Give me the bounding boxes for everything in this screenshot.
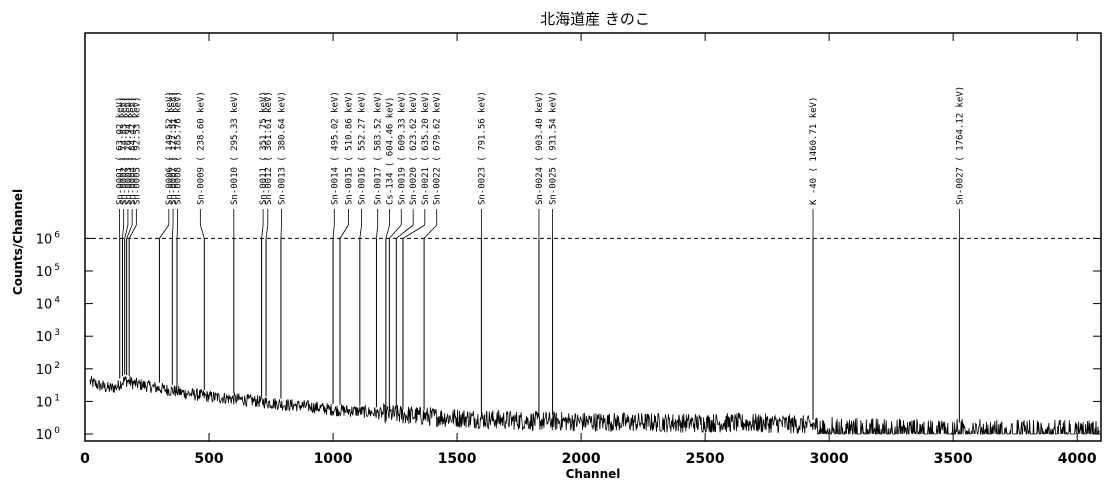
peak-label: Sn-0004 ( 84.42 keV) xyxy=(128,97,138,205)
peak-leader xyxy=(265,224,269,239)
x-tick-label: 3000 xyxy=(810,451,849,467)
peak-leader xyxy=(122,224,125,239)
y-tick-label: 10 4 xyxy=(36,296,61,313)
peak-label: Sn-0020 ( 623.62 keV) xyxy=(409,91,419,205)
y-tick-label: 10 1 xyxy=(36,393,60,410)
peak-leader xyxy=(171,224,174,239)
peak-leader xyxy=(128,224,137,239)
y-axis-label: Counts/Channel xyxy=(11,189,25,295)
peak-label: K -40 ( 1460.71 keV) xyxy=(809,97,819,205)
peak-label: Sn-0016 ( 552.27 keV) xyxy=(358,91,368,205)
peak-leader xyxy=(389,224,402,239)
peak-leader xyxy=(339,224,349,239)
peak-label: Sn-0017 ( 583.52 keV) xyxy=(374,91,384,205)
peak-leader xyxy=(359,224,362,239)
peak-leader xyxy=(124,224,129,239)
peak-label: Sn-0021 ( 635.20 keV) xyxy=(421,91,431,205)
peak-label: Sn-0008 ( 185.76 keV) xyxy=(174,91,184,205)
x-tick-label: 500 xyxy=(194,451,223,467)
peak-leader xyxy=(159,224,170,239)
x-axis-label: Channel xyxy=(566,467,621,481)
x-tick-label: 0 xyxy=(80,451,90,467)
x-tick-label: 1500 xyxy=(438,451,477,467)
y-tick-label: 10 6 xyxy=(36,230,61,247)
peak-label: Sn-0003 ( 76.94 keV) xyxy=(124,97,134,205)
peak-leader xyxy=(332,224,335,239)
peak-leader xyxy=(126,224,133,239)
peak-label: Sn-0022 ( 679.62 keV) xyxy=(433,91,443,205)
peak-label: Sn-0023 ( 791.56 keV) xyxy=(477,91,487,205)
peak-label: Sn-0014 ( 495.02 keV) xyxy=(330,91,340,205)
peak-label: Sn-0025 ( 931.54 keV) xyxy=(549,91,559,205)
x-tick-label: 3500 xyxy=(934,451,973,467)
peak-label: Sn-0010 ( 295.33 keV) xyxy=(230,91,240,205)
peak-label: Sn-0001 ( 63.02 keV) xyxy=(115,97,125,205)
peak-leader xyxy=(396,224,414,239)
x-tick-label: 2000 xyxy=(562,451,601,467)
peak-leader xyxy=(199,224,205,239)
peak-label: Sn-0005 ( 92.53 keV) xyxy=(132,97,142,205)
peak-leader xyxy=(402,224,426,239)
chart-title: 北海道産 きのこ xyxy=(540,10,650,28)
y-tick-label: 10 0 xyxy=(36,426,61,443)
y-tick-label: 10 5 xyxy=(36,263,60,280)
peak-label: Sn-0002 ( 74.83 keV) xyxy=(120,97,130,205)
peak-label: Sn-0007 ( 177.51 keV) xyxy=(169,91,179,205)
peak-label: Sn-0015 ( 510.86 keV) xyxy=(344,91,354,205)
x-tick-label: 4000 xyxy=(1058,451,1097,467)
peak-label: Sn-0027 ( 1764.12 keV) xyxy=(955,86,965,205)
peak-leader xyxy=(376,224,379,239)
peak-label: Cs-134 ( 604.46 keV) xyxy=(386,97,396,205)
peak-label: Sn-0012 ( 361.61 keV) xyxy=(264,91,274,205)
peak-label: Sn-0013 ( 380.64 keV) xyxy=(277,91,287,205)
spectrum-trace xyxy=(89,375,1100,436)
peak-label: Sn-0011 ( 351.75 keV) xyxy=(259,91,269,205)
peak-label: Sn-0009 ( 238.60 keV) xyxy=(196,91,206,205)
peak-leader xyxy=(423,224,438,239)
peak-leader xyxy=(261,224,264,239)
y-tick-label: 10 3 xyxy=(36,328,60,345)
y-tick-label: 10 2 xyxy=(36,361,60,378)
x-tick-label: 2500 xyxy=(686,451,725,467)
peak-label: Sn-0024 ( 903.40 keV) xyxy=(535,91,545,205)
peak-label: Sn-0006 ( 149.52 keV) xyxy=(165,91,175,205)
x-tick-label: 1000 xyxy=(314,451,353,467)
plot-frame xyxy=(84,32,1102,442)
peak-label: Sn-0019 ( 609.33 keV) xyxy=(397,91,407,205)
peak-leader xyxy=(385,224,390,239)
